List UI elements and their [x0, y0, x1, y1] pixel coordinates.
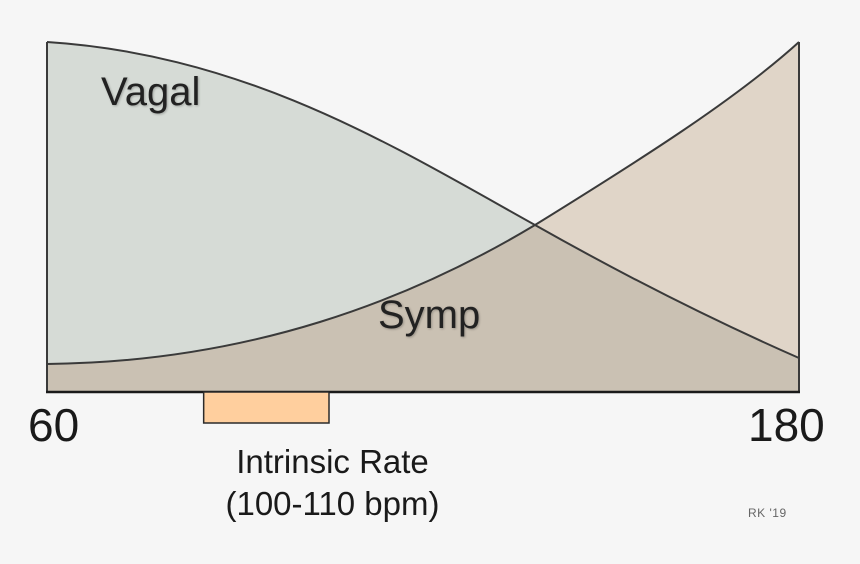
- intrinsic-rate-range: (100-110 bpm): [225, 485, 440, 522]
- vagal-curve: [46, 41, 800, 359]
- axis-min-label: 60: [28, 399, 80, 451]
- vagal-label: Vagal: [101, 70, 201, 114]
- author-credit: RK '19: [748, 506, 787, 520]
- intrinsic-rate-marker: [202, 391, 330, 424]
- symp-label: Symp: [378, 293, 481, 337]
- axis-max-label: 180: [748, 399, 825, 451]
- intrinsic-rate-title: Intrinsic Rate: [236, 443, 429, 480]
- symp-curve: [46, 41, 800, 365]
